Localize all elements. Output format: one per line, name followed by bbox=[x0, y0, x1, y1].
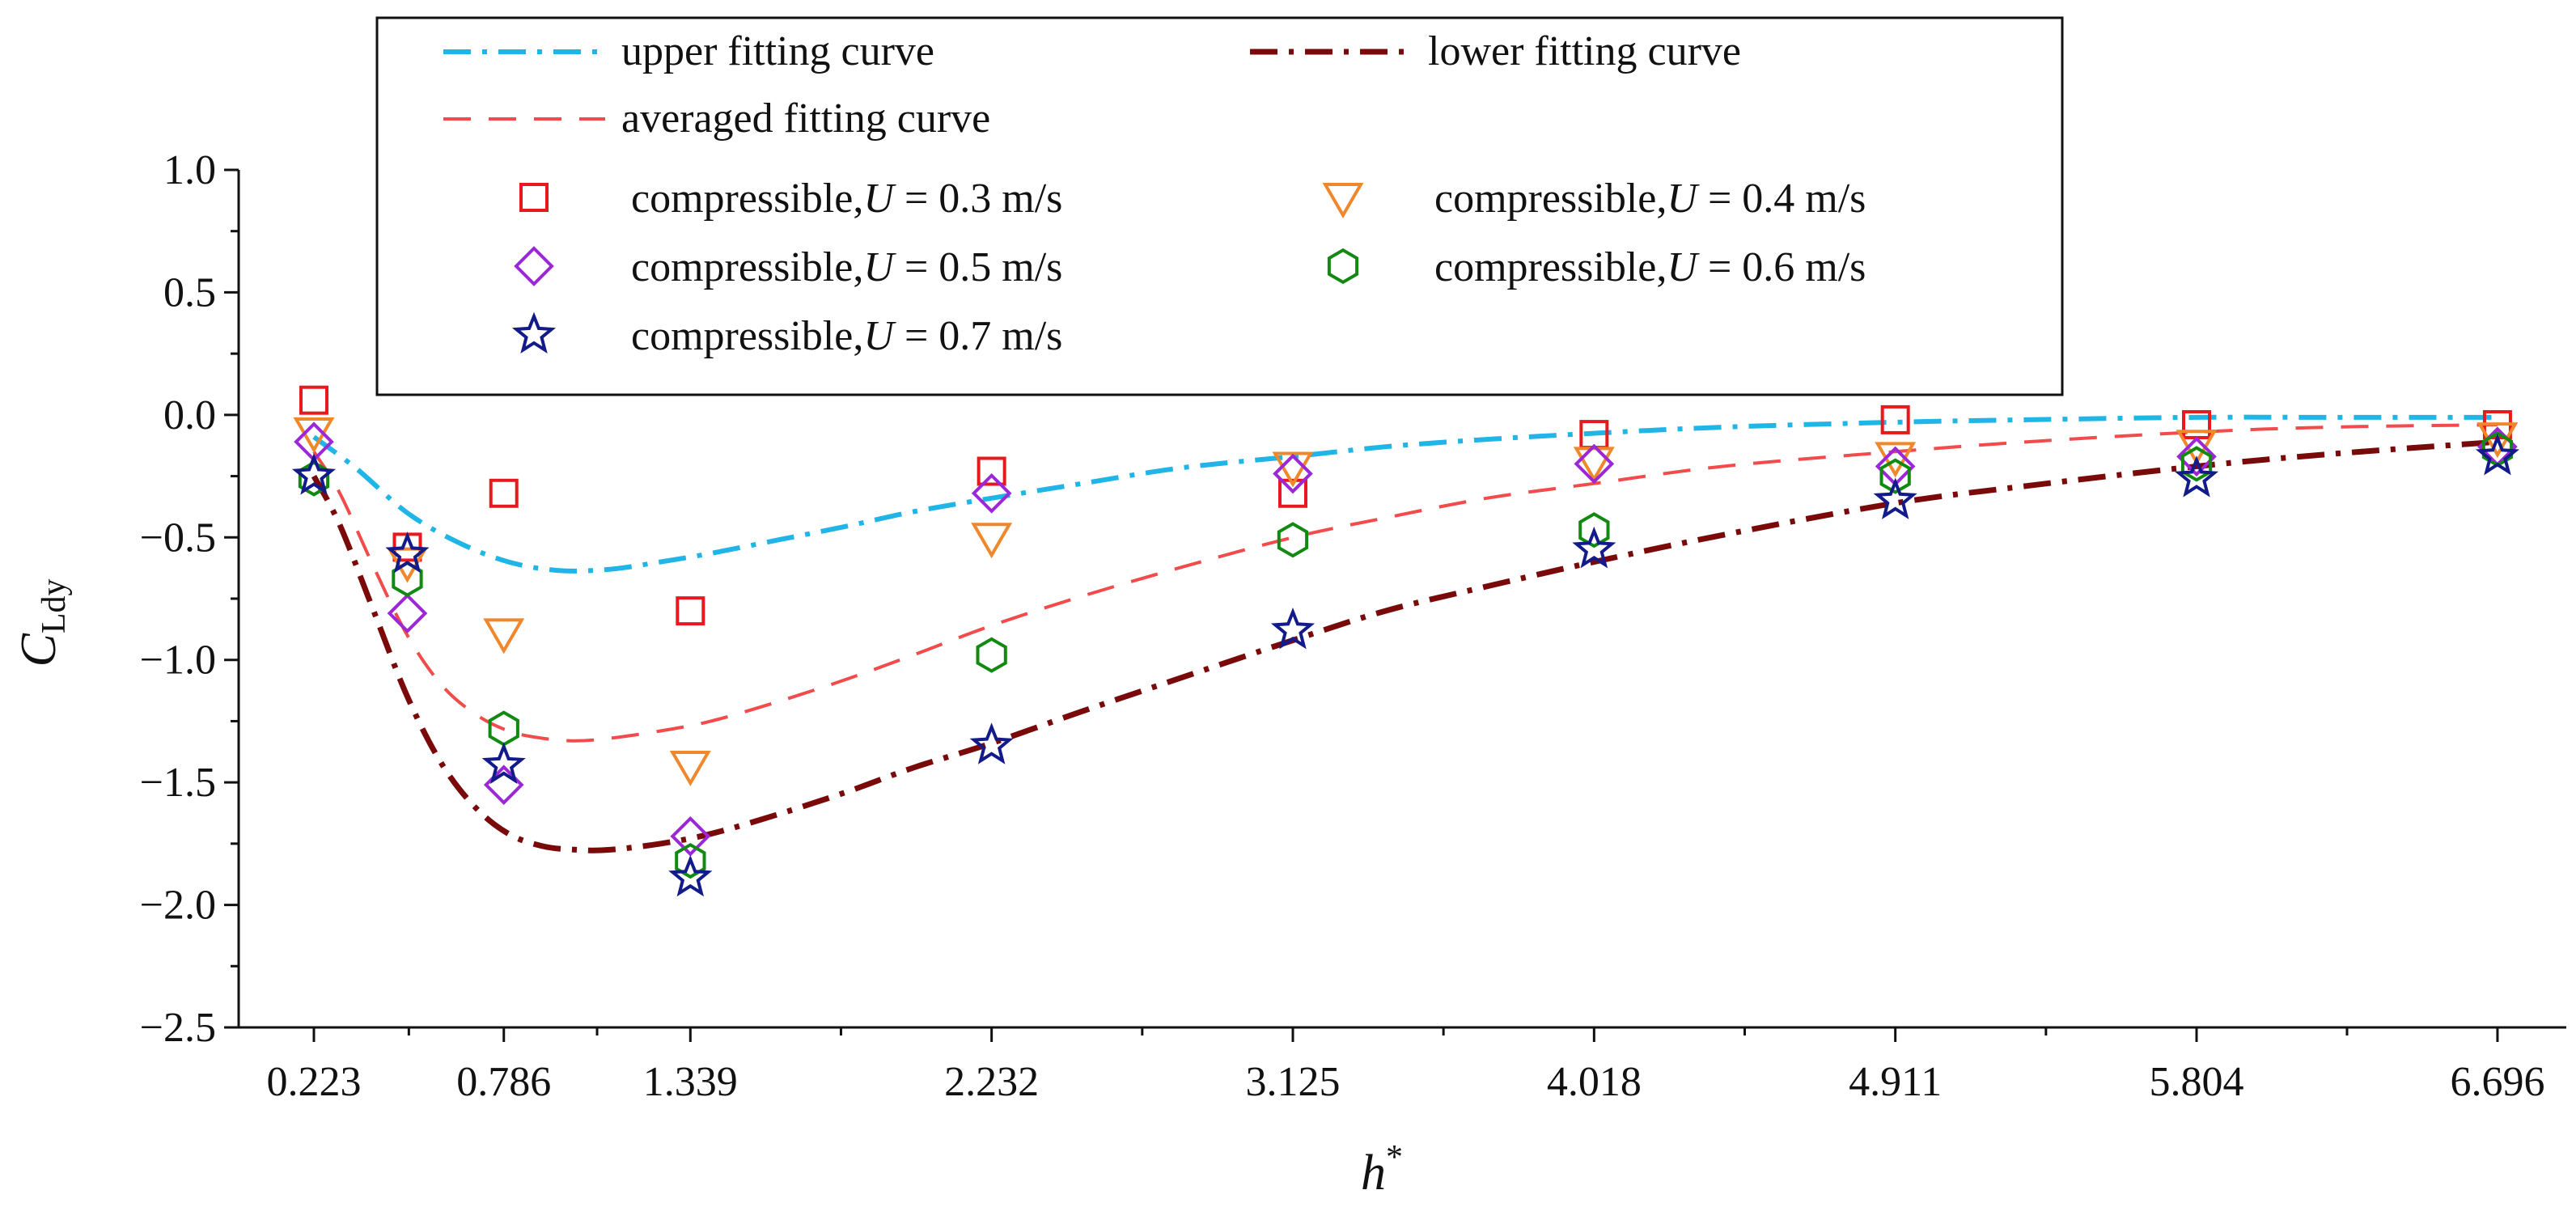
x-tick-label: 4.018 bbox=[1547, 1059, 1642, 1105]
legend-marker-star bbox=[511, 311, 557, 354]
legend-label-lower-fitting-curve: lower fitting curve bbox=[1428, 28, 1741, 74]
y-tick-label: 0.0 bbox=[163, 392, 216, 438]
legend-label-var: U bbox=[863, 176, 896, 222]
data-point-star bbox=[2174, 455, 2219, 498]
data-point-square bbox=[1277, 478, 1307, 508]
legend-label-star: compressible,U = 0.7 m/s bbox=[631, 313, 1062, 359]
y-tick-label: −1.0 bbox=[140, 637, 216, 684]
x-tick-label: 1.339 bbox=[643, 1059, 738, 1105]
legend-marker-square bbox=[519, 183, 549, 212]
legend-label-upper-fitting-curve: upper fitting curve bbox=[621, 28, 934, 74]
legend-label-square: compressible,U = 0.3 m/s bbox=[631, 176, 1062, 222]
x-tick-label: 4.911 bbox=[1849, 1059, 1942, 1105]
data-point-star bbox=[1270, 607, 1316, 650]
y-tick-label: 1.0 bbox=[163, 147, 216, 193]
data-point-square bbox=[1880, 404, 1910, 434]
legend-label-var: U bbox=[1667, 176, 1700, 222]
data-point-diamond bbox=[387, 593, 428, 633]
fitting-curves bbox=[311, 414, 2498, 853]
data-point-hexagon bbox=[976, 637, 1007, 673]
legend-label-averaged-fitting-curve: averaged fitting curve bbox=[621, 95, 990, 142]
data-point-diamond bbox=[1574, 443, 1615, 485]
x-tick-label: 0.786 bbox=[456, 1059, 551, 1105]
legend-label-var: U bbox=[863, 313, 896, 359]
data-point-star bbox=[481, 742, 526, 785]
data-point-star bbox=[385, 532, 430, 574]
legend-label-var: U bbox=[863, 244, 896, 290]
y-tick-label: −0.5 bbox=[140, 515, 216, 561]
data-point-triangle-down bbox=[1573, 447, 1615, 483]
legend-label-suffix: = 0.6 m/s bbox=[1697, 244, 1866, 290]
x-tick-label: 0.223 bbox=[266, 1059, 361, 1105]
data-point-diamond bbox=[670, 815, 711, 857]
legend-label-suffix: = 0.4 m/s bbox=[1697, 176, 1866, 222]
data-point-hexagon bbox=[1879, 458, 1911, 494]
data-point-hexagon bbox=[1277, 522, 1309, 558]
data-point-triangle-down bbox=[971, 523, 1013, 559]
x-tick-label: 6.696 bbox=[2450, 1059, 2544, 1105]
legend-marker-hexagon bbox=[1327, 248, 1359, 285]
x-axis-title-sup: * bbox=[1386, 1139, 1403, 1176]
y-ticks: 1.0 0.5 0.0 −0.5 −1.0 −1.5 −2.0 −2.5 bbox=[140, 147, 239, 1051]
x-ticks: 0.223 0.786 1.339 2.232 3.125 4.018 4.911 5.804… bbox=[266, 1027, 2544, 1105]
data-point-hexagon bbox=[392, 561, 423, 597]
x-axis-title-main: h bbox=[1361, 1146, 1386, 1201]
y-axis-title-sub: Ldy bbox=[36, 578, 73, 633]
data-point-triangle-down bbox=[483, 618, 525, 654]
legend-label-prefix: compressible, bbox=[631, 244, 863, 290]
y-tick-label: 0.5 bbox=[163, 269, 216, 316]
data-point-diamond bbox=[971, 472, 1012, 514]
legend-marker-diamond bbox=[514, 246, 554, 286]
y-axis-title-main: C bbox=[11, 633, 66, 667]
data-point-square bbox=[676, 596, 705, 626]
y-tick-label: −2.0 bbox=[140, 883, 216, 929]
data-point-star bbox=[969, 722, 1014, 764]
legend-marker-triangle-down bbox=[1322, 183, 1364, 218]
legend-box bbox=[375, 16, 2064, 396]
data-point-hexagon bbox=[1578, 512, 1610, 548]
legend-label-diamond: compressible,U = 0.5 m/s bbox=[631, 244, 1062, 290]
data-point-star bbox=[291, 453, 337, 495]
series-star bbox=[291, 433, 2519, 897]
data-point-triangle-down bbox=[669, 750, 711, 786]
upper-fitting-curve bbox=[312, 414, 2498, 574]
legend-label-var: U bbox=[1667, 244, 1700, 290]
legend-label-suffix: = 0.3 m/s bbox=[894, 176, 1062, 222]
data-point-square bbox=[977, 456, 1006, 486]
y-tick-label: −1.5 bbox=[140, 760, 216, 806]
legend-label-prefix: compressible, bbox=[1434, 176, 1667, 222]
data-point-diamond bbox=[2176, 436, 2217, 477]
data-point-star bbox=[2475, 433, 2519, 476]
legend: upper fitting curve lower fitting curve av… bbox=[375, 16, 2064, 396]
x-tick-label: 3.125 bbox=[1245, 1059, 1340, 1105]
legend-label-hexagon: compressible,U = 0.6 m/s bbox=[1434, 244, 1866, 290]
lower-fitting-curve bbox=[311, 438, 2498, 853]
data-point-diamond bbox=[1273, 453, 1313, 494]
x-tick-label: 2.232 bbox=[944, 1059, 1039, 1105]
data-point-star bbox=[1873, 477, 1917, 519]
legend-label-prefix: compressible, bbox=[631, 313, 863, 359]
data-point-square bbox=[299, 385, 328, 415]
legend-label-suffix: = 0.5 m/s bbox=[894, 244, 1062, 290]
legend-label-prefix: compressible, bbox=[631, 176, 863, 222]
data-point-star bbox=[1572, 526, 1616, 569]
y-tick-label: −2.5 bbox=[140, 1005, 216, 1051]
legend-label-prefix: compressible, bbox=[1434, 244, 1667, 290]
data-markers bbox=[291, 385, 2519, 897]
data-point-star bbox=[668, 854, 713, 897]
averaged-fitting-curve bbox=[312, 423, 2498, 743]
data-point-hexagon bbox=[2180, 446, 2213, 482]
y-axis-title: CLdy bbox=[11, 578, 73, 667]
legend-label-triangle-down: compressible,U = 0.4 m/s bbox=[1434, 176, 1866, 222]
data-point-hexagon bbox=[675, 842, 706, 879]
legend-label-suffix: = 0.7 m/s bbox=[894, 313, 1062, 359]
data-point-triangle-down bbox=[1272, 451, 1314, 488]
x-tick-label: 5.804 bbox=[2150, 1059, 2244, 1105]
x-axis-title: h* bbox=[1361, 1139, 1403, 1201]
data-point-square bbox=[489, 478, 519, 508]
